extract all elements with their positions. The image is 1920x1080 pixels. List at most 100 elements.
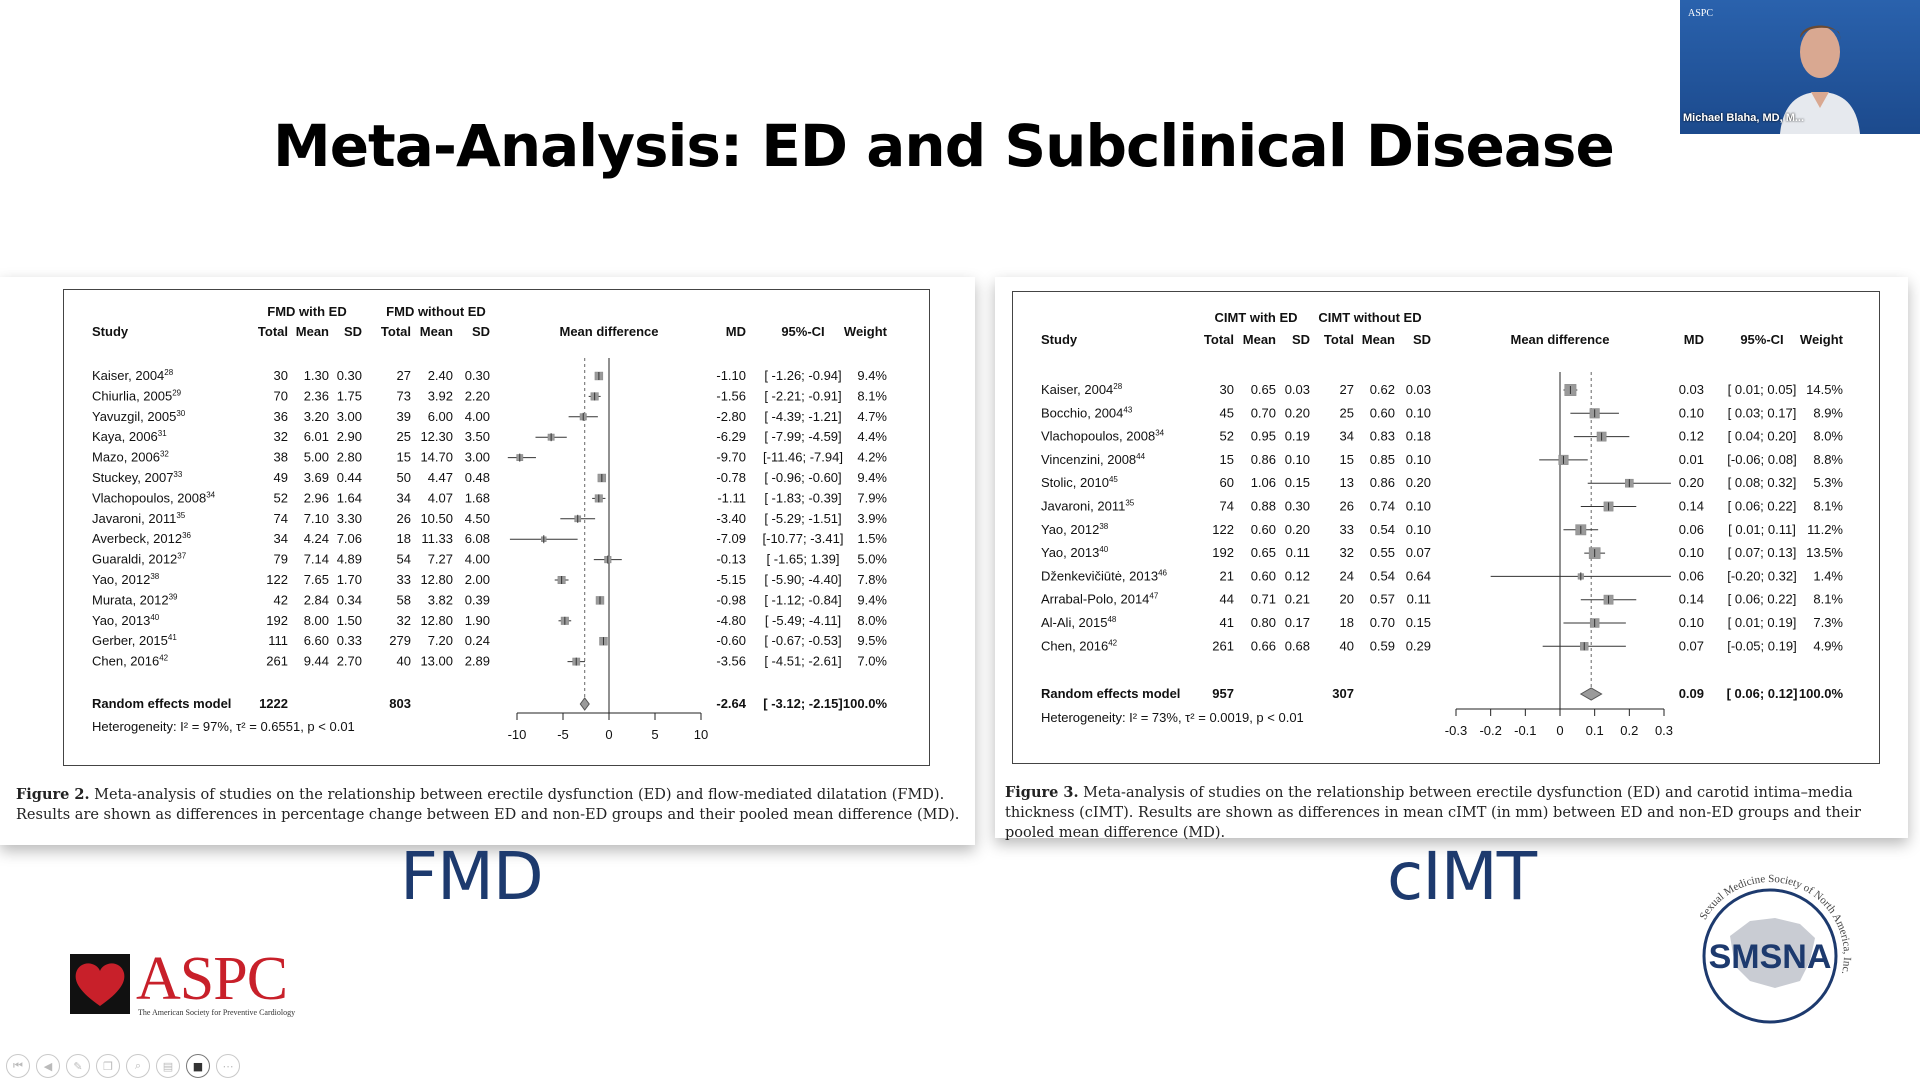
cimt-study-reference: 35 (1125, 499, 1134, 508)
cimt-cell-value: 33 (1340, 522, 1354, 537)
cimt-cell-value: 26 (1340, 499, 1354, 514)
previous-icon[interactable]: ◀ (36, 1054, 60, 1078)
fmd-cell-value: 7.14 (304, 552, 329, 567)
fmd-column-header: Mean difference (560, 324, 659, 339)
pen-icon[interactable]: ✎ (66, 1054, 90, 1078)
cimt-pooled-total: 957 (1212, 686, 1234, 701)
cimt-ci-value: [ 0.04; 0.20] (1728, 429, 1797, 444)
cimt-cell-value: 0.70 (1370, 615, 1395, 630)
fmd-section-label: FMD (400, 838, 544, 915)
fmd-study-name: Kaiser, 200428 (92, 368, 174, 383)
cimt-cell-value: 0.80 (1251, 615, 1276, 630)
fmd-column-header: Total (258, 324, 288, 339)
fmd-md-value: -0.13 (716, 552, 746, 567)
fmd-group-header: FMD with ED (267, 304, 346, 319)
cimt-cell-value: 0.57 (1370, 592, 1395, 607)
fmd-cell-value: 2.70 (337, 654, 362, 669)
cimt-cell-value: 0.68 (1285, 638, 1310, 653)
fmd-cell-value: 40 (397, 654, 411, 669)
fmd-study-name: Mazo, 200632 (92, 450, 169, 465)
cimt-x-tick-label: 0.2 (1620, 723, 1638, 738)
cimt-cell-value: 0.54 (1370, 568, 1395, 583)
fmd-cell-value: 0.30 (465, 368, 490, 383)
fmd-study-reference: 35 (176, 511, 185, 520)
fmd-ci-value: [ -1.12; -0.84] (764, 592, 841, 607)
cimt-cell-value: 30 (1220, 382, 1234, 397)
cimt-column-header: Weight (1800, 332, 1844, 347)
fmd-study-name: Averbeck, 201236 (92, 531, 192, 546)
fmd-cell-value: 192 (266, 613, 288, 628)
aspc-subtitle: The American Society for Preventive Card… (138, 1008, 296, 1017)
cimt-ci-value: [ 0.06; 0.22] (1728, 499, 1797, 514)
fmd-weight-value: 7.8% (857, 572, 887, 587)
fmd-md-value: -7.09 (716, 531, 746, 546)
fmd-cell-value: 4.00 (465, 409, 490, 424)
fmd-study-name: Chen, 201642 (92, 654, 169, 669)
fmd-pooled-weight: 100.0% (843, 696, 888, 711)
cimt-md-value: 0.10 (1679, 405, 1704, 420)
fmd-cell-value: 10.50 (420, 511, 453, 526)
fmd-cell-value: 1.50 (337, 613, 362, 628)
fmd-cell-value: 14.70 (420, 450, 453, 465)
cimt-cell-value: 0.88 (1251, 499, 1276, 514)
slides-icon[interactable]: ▤ (156, 1054, 180, 1078)
cimt-cell-value: 0.10 (1406, 452, 1431, 467)
cimt-cell-value: 0.70 (1251, 405, 1276, 420)
fmd-weight-value: 3.9% (857, 511, 887, 526)
cimt-cell-value: 0.74 (1370, 499, 1395, 514)
cimt-study-reference: 34 (1155, 429, 1164, 438)
cimt-cell-value: 32 (1340, 545, 1354, 560)
fmd-cell-value: 4.47 (428, 470, 453, 485)
cimt-x-tick-label: -0.2 (1479, 723, 1501, 738)
fmd-cell-value: 26 (397, 511, 411, 526)
fmd-cell-value: 79 (274, 552, 288, 567)
fmd-md-value: -3.40 (716, 511, 746, 526)
copy-icon[interactable]: ❐ (96, 1054, 120, 1078)
fmd-weight-value: 4.4% (857, 429, 887, 444)
cimt-cell-value: 15 (1340, 452, 1354, 467)
fmd-column-header: Mean (420, 324, 453, 339)
fmd-weight-value: 7.9% (857, 490, 887, 505)
fmd-ci-value: [ -5.90; -4.40] (764, 572, 841, 587)
fmd-cell-value: 4.50 (465, 511, 490, 526)
cimt-cell-value: 0.85 (1370, 452, 1395, 467)
cimt-cell-value: 0.66 (1251, 638, 1276, 653)
fmd-ci-value: [ -7.99; -4.59] (764, 429, 841, 444)
fmd-cell-value: 2.40 (428, 368, 453, 383)
cimt-study-name: Kaiser, 200428 (1041, 382, 1123, 397)
cimt-cell-value: 44 (1220, 592, 1234, 607)
fmd-cell-value: 2.20 (465, 388, 490, 403)
cimt-x-tick-label: 0.3 (1655, 723, 1673, 738)
participant-name: Michael Blaha, MD, M... (1683, 112, 1805, 124)
first-page-icon[interactable]: ⏮ (6, 1054, 30, 1078)
fmd-cell-value: 1.64 (337, 490, 362, 505)
cimt-cell-value: 0.15 (1406, 615, 1431, 630)
participant-video-tile[interactable]: ASPC Michael Blaha, MD, M... (1680, 0, 1920, 134)
fmd-cell-value: 36 (274, 409, 288, 424)
fmd-cell-value: 7.27 (428, 552, 453, 567)
aspc-wordmark: ASPC (136, 945, 288, 1013)
fmd-study-reference: 33 (173, 470, 182, 479)
fmd-x-tick-label: 5 (651, 727, 658, 742)
fmd-cell-value: 4.24 (304, 531, 329, 546)
fmd-cell-value: 6.60 (304, 633, 329, 648)
cimt-pooled-ci: [ 0.06; 0.12] (1727, 686, 1798, 701)
fmd-cell-value: 12.80 (420, 613, 453, 628)
fmd-cell-value: 12.30 (420, 429, 453, 444)
fmd-cell-value: 6.00 (428, 409, 453, 424)
cimt-cell-value: 0.11 (1286, 545, 1310, 560)
camera-icon[interactable]: ■ (186, 1054, 210, 1078)
more-icon[interactable]: ⋯ (216, 1054, 240, 1078)
fmd-cell-value: 32 (397, 613, 411, 628)
cimt-study-reference: 44 (1136, 452, 1145, 461)
fmd-x-tick-label: 10 (694, 727, 708, 742)
fmd-forest-plot-frame: FMD with ED FMD without ED Study Total Mean S… (63, 289, 930, 766)
cimt-cell-value: 0.20 (1406, 475, 1431, 490)
zoom-icon[interactable]: ⌕ (126, 1054, 150, 1078)
fmd-study-reference: 36 (182, 531, 191, 540)
fmd-pooled-total: 803 (389, 696, 411, 711)
fmd-study-reference: 34 (206, 490, 215, 499)
cimt-x-tick-label: 0.1 (1586, 723, 1604, 738)
cimt-study-reference: 38 (1099, 522, 1108, 531)
fmd-cell-value: 1.90 (465, 613, 490, 628)
